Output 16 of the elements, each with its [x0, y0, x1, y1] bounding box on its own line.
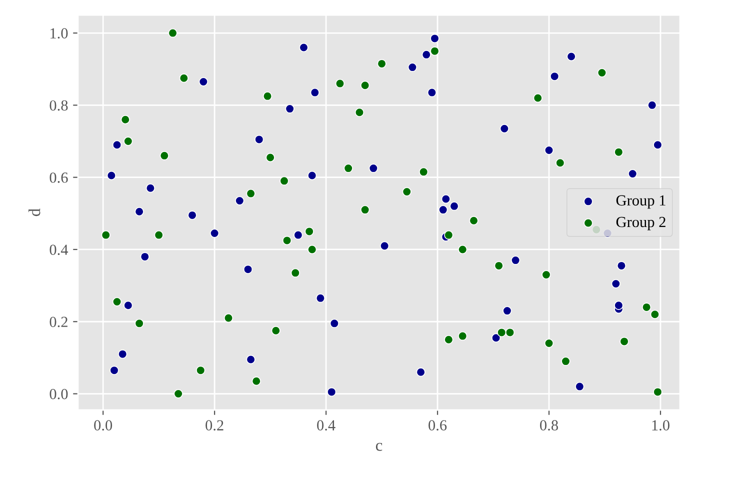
x-tick-label: 0.8 — [540, 420, 558, 431]
x-axis-title: c — [376, 442, 382, 451]
y-tick-label: 0.6 — [50, 172, 68, 183]
y-tick-label: 0.2 — [50, 316, 68, 328]
legend-label: Group 1 — [616, 195, 666, 209]
x-tick-label: 0.0 — [94, 420, 112, 431]
y-tick-label: 0.0 — [50, 388, 68, 400]
y-tick-label: 1.0 — [50, 28, 68, 39]
x-tick-label: 0.6 — [428, 420, 447, 431]
x-tick-label: 0.2 — [206, 420, 224, 431]
y-axis-title: d — [28, 208, 40, 216]
x-tick-label: 1.0 — [652, 420, 670, 431]
x-tick-label: 0.4 — [317, 420, 336, 431]
y-tick-label: 0.4 — [50, 244, 68, 255]
y-tick-label: 0.8 — [50, 100, 68, 111]
legend-label: Group 2 — [616, 216, 666, 230]
